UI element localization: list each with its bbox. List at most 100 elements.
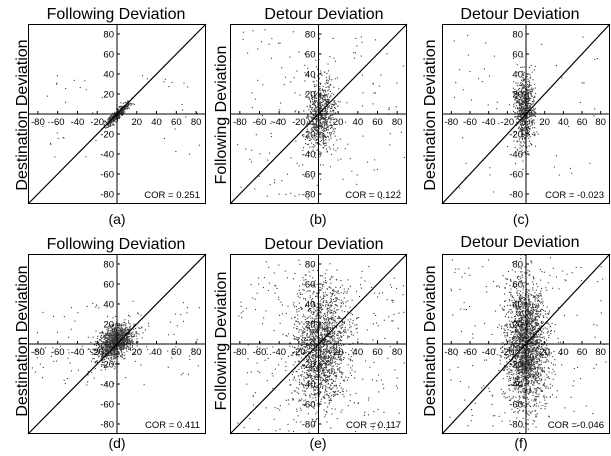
scatter-point — [334, 353, 336, 355]
scatter-point — [108, 118, 110, 120]
scatter-point — [316, 370, 318, 372]
scatter-point — [309, 368, 311, 370]
scatter-point — [123, 112, 125, 114]
scatter-point — [315, 317, 317, 319]
scatter-point — [111, 349, 113, 351]
scatter-point — [459, 69, 461, 71]
scatter-point — [303, 331, 305, 333]
scatter-point — [106, 316, 108, 318]
scatter-point — [531, 87, 533, 89]
scatter-point — [126, 330, 128, 332]
scatter-point — [514, 112, 516, 114]
scatter-point — [331, 382, 333, 384]
scatter-point — [522, 70, 524, 72]
scatter-point — [520, 145, 522, 147]
scatter-point — [100, 337, 102, 339]
scatter-point — [478, 78, 480, 80]
scatter-point — [526, 116, 528, 118]
scatter-point — [312, 122, 314, 124]
scatter-point — [315, 133, 317, 135]
scatter-point — [124, 322, 126, 324]
scatter-point — [372, 83, 374, 85]
scatter-point — [340, 280, 342, 282]
scatter-point — [189, 359, 191, 361]
scatter-point — [304, 80, 306, 82]
y-tick-label: -80 — [509, 190, 523, 201]
scatter-point — [339, 392, 341, 394]
scatter-point — [332, 104, 334, 106]
scatter-point — [45, 347, 47, 349]
scatter-point — [323, 367, 325, 369]
scatter-point — [323, 89, 325, 91]
scatter-point — [327, 101, 329, 103]
scatter-point — [313, 338, 315, 340]
scatter-point — [334, 391, 336, 393]
scatter-point — [321, 326, 323, 328]
scatter-point — [312, 363, 314, 365]
x-tick-label: 20 — [131, 117, 142, 128]
scatter-point — [319, 125, 321, 127]
scatter-point — [528, 127, 530, 129]
scatter-point — [317, 116, 319, 118]
scatter-point — [338, 331, 340, 333]
scatter-point — [331, 322, 333, 324]
scatter-point — [315, 100, 317, 102]
scatter-point — [112, 317, 114, 319]
scatter-point — [317, 368, 319, 370]
scatter-point — [176, 325, 178, 327]
scatter-point — [330, 301, 332, 303]
scatter-point — [462, 137, 464, 139]
scatter-point — [327, 99, 329, 101]
scatter-point — [319, 324, 321, 326]
scatter-point — [328, 286, 330, 288]
scatter-point — [313, 341, 315, 343]
scatter-point — [330, 125, 332, 127]
scatter-point — [281, 358, 283, 360]
scatter-point — [339, 382, 341, 384]
scatter-point — [321, 335, 323, 337]
scatter-point — [313, 362, 315, 364]
scatter-point — [301, 398, 303, 400]
scatter-point — [337, 353, 339, 355]
scatter-point — [330, 341, 332, 343]
scatter-point — [109, 333, 111, 335]
scatter-point — [314, 348, 316, 350]
scatter-point — [533, 131, 535, 133]
scatter-point — [198, 353, 200, 355]
scatter-point — [321, 336, 323, 338]
scatter-point — [568, 125, 570, 127]
scatter-point — [335, 321, 337, 323]
scatter-point — [121, 106, 123, 108]
scatter-point — [309, 372, 311, 374]
scatter-point — [289, 342, 291, 344]
scatter-point — [119, 324, 121, 326]
scatter-point — [114, 118, 116, 120]
scatter-point — [381, 292, 383, 294]
scatter-point — [280, 102, 282, 104]
scatter-point — [323, 105, 325, 107]
scatter-point — [295, 371, 297, 373]
scatter-point — [302, 164, 304, 166]
scatter-point — [348, 358, 350, 360]
scatter-point — [122, 111, 124, 113]
scatter-point — [374, 92, 376, 94]
scatter-point — [121, 331, 123, 333]
scatter-point — [521, 132, 523, 134]
scatter-point — [517, 92, 519, 94]
scatter-point — [332, 373, 334, 375]
scatter-point — [112, 338, 114, 340]
scatter-point — [295, 320, 297, 322]
scatter-point — [322, 139, 324, 141]
scatter-point — [296, 328, 298, 330]
scatter-point — [119, 108, 121, 110]
scatter-point — [119, 329, 121, 331]
scatter-point — [111, 339, 113, 341]
scatter-point — [316, 124, 318, 126]
scatter-point — [124, 338, 126, 340]
scatter-point — [324, 145, 326, 147]
scatter-point — [90, 341, 92, 343]
scatter-point — [115, 331, 117, 333]
scatter-point — [520, 104, 522, 106]
scatter-point — [120, 331, 122, 333]
scatter-point — [332, 37, 334, 39]
